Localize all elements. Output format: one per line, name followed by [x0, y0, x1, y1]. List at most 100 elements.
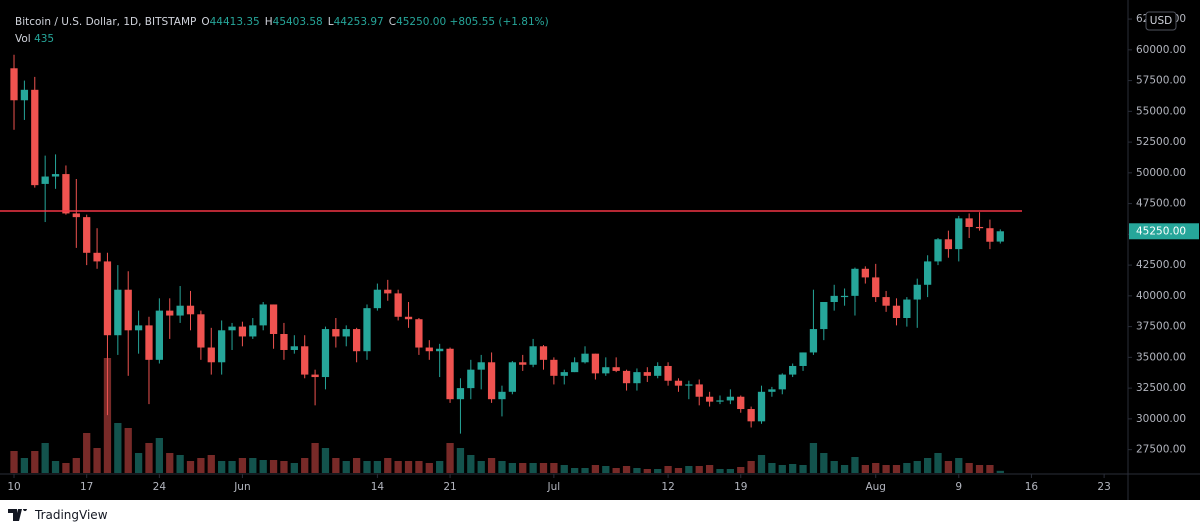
volume-bar [861, 465, 869, 473]
volume-bar [892, 465, 901, 473]
volume-bar [508, 463, 516, 473]
volume-bar [664, 466, 672, 473]
volume-bar [955, 458, 963, 473]
x-tick-label: 9 [955, 481, 962, 493]
volume-bar [944, 461, 953, 473]
volume-bar [716, 469, 724, 473]
ohlc: O44413.35 H45403.58 L44253.97 C45250.00 [196, 16, 446, 28]
volume-bar [446, 443, 454, 473]
volume-bar [311, 443, 319, 473]
candle-body [757, 391, 766, 422]
candle-body [996, 231, 1004, 242]
volume-bar [41, 443, 49, 473]
volume-bar [685, 466, 693, 473]
ohlc-key: H [264, 16, 273, 28]
candle-body [612, 367, 620, 371]
volume-bar [996, 470, 1004, 473]
candle-body [477, 362, 485, 370]
candle-body [799, 352, 807, 366]
brand-name: TradingView [35, 508, 108, 522]
vol-value: 435 [34, 33, 55, 45]
candle-body [10, 68, 18, 101]
volume-bar [560, 465, 568, 473]
change: +805.55 (+1.81%) [449, 16, 549, 28]
x-tick-label: 17 [80, 481, 93, 493]
volume-bar [633, 468, 641, 473]
candle-body [394, 293, 402, 317]
candle-body [228, 326, 236, 331]
volume-bar [394, 461, 402, 473]
symbol: Bitcoin / U.S. Dollar, 1D, BITSTAMP [15, 16, 197, 28]
candle-body [41, 176, 49, 184]
volume-bar [425, 463, 433, 473]
volume-bar [93, 448, 101, 473]
volume-bar [840, 465, 849, 473]
volume-bar [975, 465, 984, 473]
volume-bar [176, 455, 184, 473]
volume-bar [581, 468, 589, 473]
volume-bar [114, 423, 122, 473]
candle-body [923, 261, 932, 285]
candle-body [872, 277, 880, 298]
candle-body [840, 295, 849, 298]
volume-bar [789, 464, 797, 473]
volume-bar [487, 458, 496, 473]
volume-bar [747, 461, 755, 473]
x-tick-label: 21 [443, 481, 456, 493]
candle-body [332, 329, 340, 337]
candle-body [446, 348, 454, 400]
candle-body [114, 289, 122, 336]
volume-bar [218, 461, 226, 473]
volume-bar [477, 461, 485, 473]
candle-body [384, 289, 392, 294]
candle-body [986, 228, 994, 242]
x-tick-label: 12 [661, 481, 674, 493]
candle-body [373, 289, 382, 309]
candle-body [934, 239, 942, 262]
volume-bar [342, 461, 350, 473]
volume-bar [238, 458, 247, 473]
volume-bar [872, 463, 880, 473]
candle-body [72, 213, 80, 218]
candle-body [529, 346, 537, 365]
volume-bar [145, 443, 153, 473]
candle-body [591, 353, 600, 374]
volume-bar [62, 463, 70, 473]
candle-body [643, 372, 651, 376]
y-tick-label: 60000.00 [1136, 44, 1186, 56]
candle-body [124, 289, 132, 331]
candle-body [581, 353, 589, 363]
x-tick-label: 23 [1097, 481, 1110, 493]
volume-bar [20, 458, 29, 473]
candle-body [851, 268, 859, 296]
volume-bar [882, 465, 890, 473]
candle-body [654, 365, 662, 376]
candle-body [134, 325, 143, 331]
volume-bar [290, 463, 298, 473]
volume-bar [186, 461, 195, 473]
candle-body [975, 226, 984, 229]
volume-bar [332, 458, 340, 473]
volume-bar [903, 463, 911, 473]
volume-bar [934, 453, 942, 473]
volume-bar [622, 466, 631, 473]
volume-bar [643, 469, 651, 473]
background [0, 0, 1200, 500]
volume-bar [363, 461, 371, 473]
ohlc-value: 44413.35 [209, 16, 260, 28]
volume-bar [51, 461, 60, 473]
volume-bar [820, 453, 828, 473]
candle-body [20, 89, 29, 101]
candle-body [913, 284, 921, 300]
candle-body [674, 380, 683, 386]
volume-bar [259, 460, 267, 473]
ohlc-key: O [201, 16, 210, 28]
candle-body [103, 261, 112, 336]
y-tick-label: 40000.00 [1136, 290, 1186, 302]
y-tick-label: 42500.00 [1136, 259, 1186, 271]
legend: Bitcoin / U.S. Dollar, 1D, BITSTAMP O4441… [15, 14, 549, 48]
volume-bar [768, 463, 776, 473]
candle-body [145, 325, 153, 360]
volume-bar [134, 453, 143, 473]
